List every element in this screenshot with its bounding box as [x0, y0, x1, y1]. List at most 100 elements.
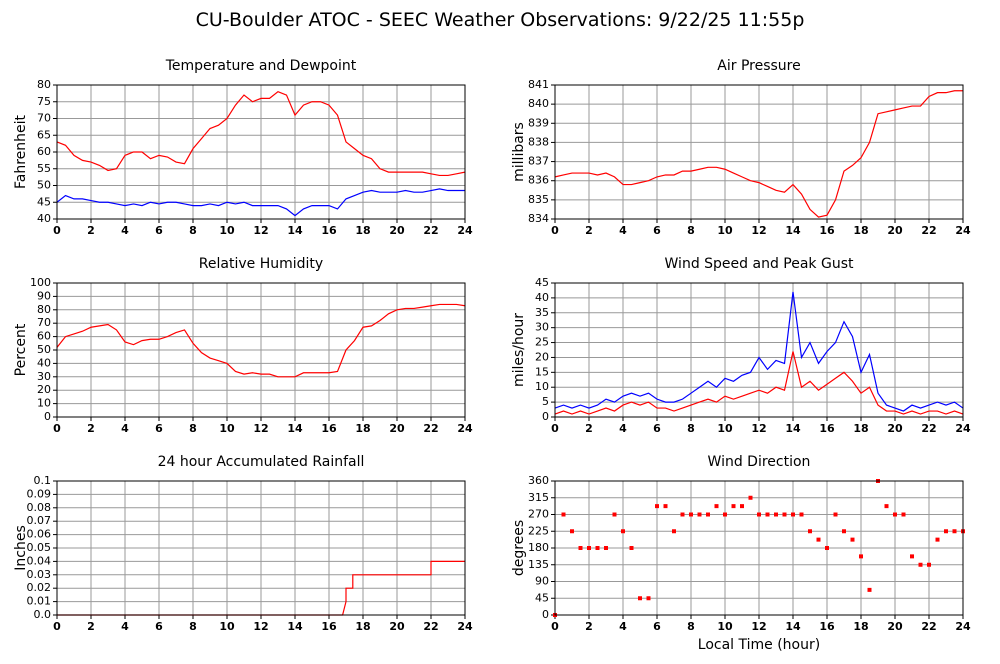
- y-tick-label: 20: [535, 350, 549, 363]
- y-tick-label: 0.05: [27, 541, 52, 554]
- x-tick-label: 6: [653, 422, 661, 435]
- x-tick-label: 24: [457, 620, 473, 633]
- y-tick-label: 45: [535, 276, 549, 289]
- y-tick-label: 40: [37, 212, 51, 225]
- x-tick-label: 20: [887, 620, 903, 633]
- data-point: [578, 546, 583, 550]
- y-tick-label: 270: [528, 508, 549, 521]
- x-tick-label: 22: [423, 422, 438, 435]
- plot-frame: [554, 282, 964, 418]
- y-tick-label: 30: [37, 370, 51, 383]
- x-tick-label: 8: [189, 224, 197, 237]
- x-tick-label: 4: [121, 422, 129, 435]
- data-point: [782, 512, 787, 517]
- x-tick-label: 0: [53, 620, 61, 633]
- y-tick-label: 35: [535, 306, 549, 319]
- x-tick-label: 8: [189, 620, 197, 633]
- x-tick-label: 10: [219, 422, 235, 435]
- y-tick-label: 0.08: [27, 501, 52, 514]
- data-point: [731, 504, 736, 509]
- y-tick-label: 70: [37, 112, 51, 125]
- y-tick-label: 60: [37, 330, 51, 343]
- y-axis-label: Fahrenheit: [13, 114, 29, 189]
- data-line: [56, 188, 465, 217]
- x-tick-label: 24: [955, 422, 971, 435]
- x-tick-label: 10: [717, 224, 733, 237]
- y-tick-label: 835: [528, 193, 549, 206]
- y-tick-label: 5: [542, 395, 549, 408]
- data-point: [595, 546, 600, 550]
- y-tick-label: 838: [528, 135, 549, 148]
- y-tick-label: 55: [37, 162, 51, 175]
- y-tick-label: 30: [535, 321, 549, 334]
- chart-title: 24 hour Accumulated Rainfall: [158, 454, 365, 470]
- data-point: [748, 495, 753, 500]
- y-tick-label: 0.09: [27, 487, 52, 500]
- data-point: [638, 596, 642, 601]
- data-point: [927, 562, 931, 567]
- data-point: [952, 529, 957, 534]
- x-tick-label: 4: [619, 620, 627, 633]
- data-point: [629, 546, 634, 550]
- data-point: [842, 529, 846, 534]
- x-tick-label: 24: [955, 224, 971, 237]
- data-point: [655, 504, 659, 509]
- x-tick-label: 8: [687, 422, 695, 435]
- y-tick-label: 0.07: [27, 514, 52, 527]
- y-axis-label: millibars: [511, 122, 527, 182]
- y-tick-label: 0.03: [27, 568, 52, 581]
- x-tick-label: 20: [389, 422, 405, 435]
- chart-title: Wind Direction: [708, 454, 811, 470]
- y-tick-label: 45: [37, 195, 51, 208]
- y-tick-label: 20: [37, 383, 51, 396]
- data-point: [740, 504, 744, 509]
- x-tick-label: 0: [551, 224, 559, 237]
- plot-frame: [554, 84, 964, 220]
- x-tick-label: 12: [253, 224, 268, 237]
- x-tick-label: 22: [921, 422, 936, 435]
- y-tick-label: 0: [542, 410, 549, 423]
- y-tick-label: 360: [528, 474, 549, 487]
- data-point: [604, 546, 608, 550]
- y-tick-label: 90: [37, 289, 51, 302]
- x-tick-label: 10: [219, 224, 235, 237]
- data-point: [706, 512, 710, 517]
- x-tick-label: 20: [389, 224, 405, 237]
- x-tick-label: 22: [423, 620, 438, 633]
- x-tick-label: 8: [687, 224, 695, 237]
- x-tick-label: 12: [751, 224, 766, 237]
- y-tick-label: 75: [37, 95, 51, 108]
- x-tick-label: 6: [653, 620, 661, 633]
- chart-title: Temperature and Dewpoint: [165, 58, 357, 74]
- data-point: [663, 504, 668, 509]
- plot-frame: [554, 480, 964, 616]
- x-tick-label: 14: [287, 224, 303, 237]
- x-tick-label: 6: [155, 422, 163, 435]
- data-point: [570, 529, 574, 534]
- x-tick-label: 2: [585, 224, 593, 237]
- y-tick-label: 15: [535, 365, 549, 378]
- y-tick-label: 90: [535, 575, 549, 588]
- y-tick-label: 0.06: [27, 528, 52, 541]
- x-tick-label: 8: [189, 422, 197, 435]
- y-tick-label: 60: [37, 145, 51, 158]
- x-tick-label: 18: [853, 620, 868, 633]
- data-line: [56, 91, 466, 177]
- data-point: [689, 512, 693, 517]
- x-axis-label: Local Time (hour): [698, 637, 820, 653]
- y-tick-label: 80: [37, 303, 51, 316]
- x-tick-label: 16: [321, 620, 337, 633]
- x-tick-label: 4: [121, 620, 129, 633]
- data-point: [765, 512, 770, 517]
- x-tick-label: 4: [619, 422, 627, 435]
- data-point: [825, 546, 829, 550]
- y-tick-label: 40: [535, 291, 549, 304]
- y-tick-label: 10: [535, 380, 549, 393]
- data-point: [621, 529, 625, 534]
- data-line: [56, 303, 466, 378]
- y-tick-label: 834: [528, 212, 549, 225]
- data-line: [554, 291, 964, 412]
- y-tick-label: 0.0: [34, 608, 52, 621]
- y-tick-label: 100: [30, 276, 51, 289]
